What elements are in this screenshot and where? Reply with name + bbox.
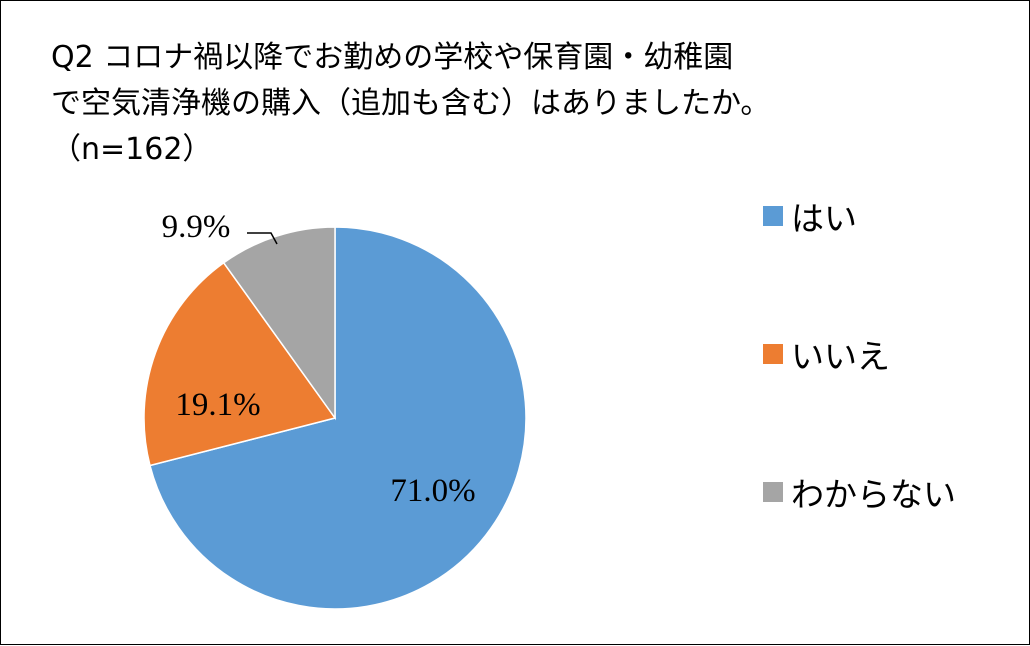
chart-title-line-3: （n=162） [51, 132, 213, 167]
data-label-yes: 71.0% [390, 473, 475, 509]
legend-swatch-yes [763, 206, 783, 226]
legend-item-yes: はい [763, 191, 1023, 241]
chart-title-line-1: Q2 コロナ禍以降でお勤めの学校や保育園・幼稚園 [51, 40, 734, 75]
legend-label-no: いいえ [791, 337, 890, 376]
legend-item-unknown: わからない [763, 467, 1023, 517]
chart-title-line-2: で空気清浄機の購入（追加も含む）はありましたか。 [51, 86, 771, 121]
legend-item-no: いいえ [763, 329, 1023, 379]
pie-labels: 71.0% 19.1% 9.9% [162, 209, 476, 509]
leader-line-unknown [247, 232, 278, 245]
data-label-unknown: 9.9% [162, 209, 231, 245]
pie-slice-no [143, 261, 337, 467]
chart-title: Q2 コロナ禍以降でお勤めの学校や保育園・幼稚園 で空気清浄機の購入（追加も含む… [51, 35, 770, 173]
legend-label-unknown: わからない [791, 475, 956, 514]
pie-slice-yes [149, 226, 527, 610]
legend-swatch-unknown [763, 482, 783, 502]
pie-slices [143, 226, 527, 610]
data-label-no: 19.1% [175, 387, 260, 423]
legend-swatch-no [763, 344, 783, 364]
legend-label-yes: はい [791, 199, 857, 238]
pie-slice-unknown [222, 226, 336, 421]
